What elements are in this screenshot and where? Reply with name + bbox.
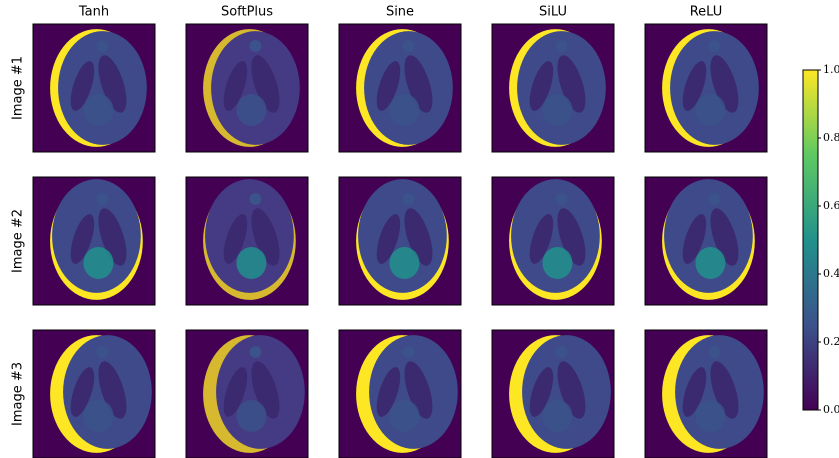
colorbar-tick-label: 1.0 (823, 63, 839, 76)
colorbar (802, 69, 819, 411)
image-panel (644, 23, 768, 153)
image-panel (32, 23, 156, 153)
lesion (695, 400, 726, 432)
cavity (376, 61, 401, 111)
lesion (83, 400, 114, 432)
lesion (236, 400, 267, 432)
lesion (542, 94, 573, 126)
cavity (404, 208, 433, 266)
cavity (70, 367, 95, 417)
image-panel (491, 329, 615, 458)
cavity (682, 214, 707, 264)
lesion (83, 247, 114, 279)
cavity (682, 367, 707, 417)
image-panel (491, 23, 615, 153)
row-label: Image #1 (11, 56, 26, 120)
spot (708, 193, 721, 205)
spot (402, 193, 415, 205)
lesion (236, 247, 267, 279)
lesion (389, 247, 420, 279)
colorbar-tick-label: 0.8 (823, 131, 839, 144)
cavity (404, 55, 433, 113)
image-panel (32, 329, 156, 458)
image-panel (491, 176, 615, 306)
cavity (710, 361, 739, 419)
cavity (404, 361, 433, 419)
image-panel (338, 329, 462, 458)
lesion (542, 400, 573, 432)
cavity (529, 214, 554, 264)
spot (555, 40, 568, 52)
lesion (695, 247, 726, 279)
cavity (376, 214, 401, 264)
colorbar-tick-label: 0.6 (823, 199, 839, 212)
cavity (710, 55, 739, 113)
lesion (389, 94, 420, 126)
cavity (376, 367, 401, 417)
cavity (98, 55, 127, 113)
spot (249, 346, 262, 358)
cavity (557, 361, 586, 419)
image-panel (185, 176, 309, 306)
column-title: Tanh (78, 5, 109, 20)
lesion (236, 94, 267, 126)
spot (96, 193, 109, 205)
cavity (557, 208, 586, 266)
spot (555, 193, 568, 205)
lesion (83, 94, 114, 126)
cavity (223, 367, 248, 417)
column-title: Sine (386, 5, 414, 20)
column-title: ReLU (690, 5, 723, 20)
cavity (223, 214, 248, 264)
cavity (223, 61, 248, 111)
cavity (70, 61, 95, 111)
spot (708, 346, 721, 358)
image-panel (644, 176, 768, 306)
image-panel (185, 23, 309, 153)
cavity (251, 208, 280, 266)
row-label: Image #2 (11, 209, 26, 273)
row-label: Image #3 (11, 362, 26, 426)
image-panel (644, 329, 768, 458)
colorbar-tick-label: 0.2 (823, 335, 839, 348)
cavity (70, 214, 95, 264)
spot (555, 346, 568, 358)
lesion (542, 247, 573, 279)
spot (402, 40, 415, 52)
cavity (98, 361, 127, 419)
colorbar-tick-label: 0.4 (823, 267, 839, 280)
cavity (98, 208, 127, 266)
cavity (529, 367, 554, 417)
cavity (557, 55, 586, 113)
image-panel (185, 329, 309, 458)
spot (96, 40, 109, 52)
colorbar-tick-label: 0.0 (823, 403, 839, 416)
image-panel (338, 23, 462, 153)
spot (708, 40, 721, 52)
cavity (251, 361, 280, 419)
image-panel (338, 176, 462, 306)
column-title: SiLU (539, 5, 567, 20)
spot (96, 346, 109, 358)
cavity (682, 61, 707, 111)
cavity (251, 55, 280, 113)
spot (249, 40, 262, 52)
cavity (529, 61, 554, 111)
lesion (389, 400, 420, 432)
lesion (695, 94, 726, 126)
image-panel (32, 176, 156, 306)
spot (249, 193, 262, 205)
spot (402, 346, 415, 358)
column-title: SoftPlus (221, 5, 273, 20)
cavity (710, 208, 739, 266)
